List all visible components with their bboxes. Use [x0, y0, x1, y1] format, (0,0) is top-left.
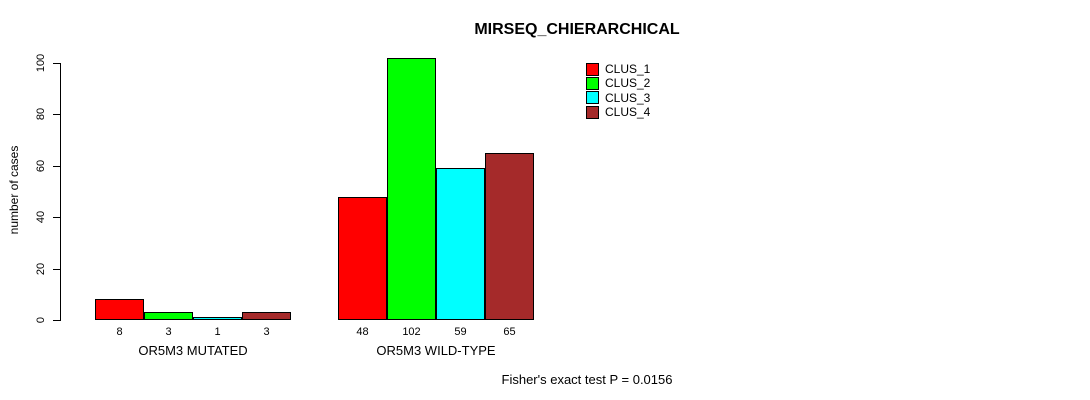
y-tick: [53, 269, 61, 270]
legend-swatch-clus_2: [586, 76, 599, 90]
bar-value-label: 59: [454, 326, 467, 338]
y-tick-label: 40: [35, 210, 47, 224]
legend-label: CLUS_2: [605, 76, 651, 91]
legend-label: CLUS_4: [605, 105, 651, 120]
y-tick-label: 80: [35, 107, 47, 121]
bar-clus_1-group2: [338, 197, 387, 320]
y-axis-line: [60, 63, 61, 320]
y-tick-label: 20: [35, 262, 47, 276]
bar-clus_2-group1: [144, 312, 193, 320]
legend-row: CLUS_4: [586, 105, 650, 119]
legend-row: CLUS_1: [586, 62, 650, 76]
bar-clus_1-group1: [95, 299, 144, 320]
y-tick-label: 0: [35, 316, 47, 324]
bar-value-label: 8: [116, 326, 123, 338]
legend-row: CLUS_3: [586, 91, 650, 105]
fisher-test-annotation: Fisher's exact test P = 0.0156: [501, 372, 673, 387]
legend-swatch-clus_1: [586, 62, 599, 76]
bar-value-label: 3: [165, 326, 172, 338]
legend-label: CLUS_1: [605, 62, 651, 76]
legend-label: CLUS_3: [605, 90, 651, 105]
bar-value-label: 65: [503, 326, 516, 338]
chart-title: MIRSEQ_CHIERARCHICAL: [474, 21, 680, 38]
y-tick-label: 60: [35, 159, 47, 173]
bar-value-label: 48: [356, 326, 369, 338]
legend-swatch-clus_3: [586, 91, 599, 105]
y-tick: [53, 217, 61, 218]
legend: CLUS_1 CLUS_2 CLUS_3 CLUS_4: [586, 62, 650, 120]
y-tick: [53, 166, 61, 167]
legend-row: CLUS_2: [586, 76, 650, 90]
group-label: OR5M3 WILD-TYPE: [376, 343, 496, 358]
legend-swatch-clus_4: [586, 105, 599, 119]
bar-clus_4-group2: [485, 153, 534, 320]
bar-value-label: 102: [402, 326, 421, 338]
bar-clus_2-group2: [387, 58, 436, 320]
bar-clus_4-group1: [242, 312, 291, 320]
bar-value-label: 1: [214, 326, 221, 338]
bar-clus_3-group1: [193, 317, 242, 320]
group-label: OR5M3 MUTATED: [138, 343, 248, 358]
y-axis-title: number of cases: [7, 145, 21, 235]
bar-value-label: 3: [263, 326, 270, 338]
bar-clus_3-group2: [436, 168, 485, 320]
y-tick: [53, 63, 61, 64]
y-tick-label: 100: [35, 53, 47, 73]
y-tick: [53, 320, 61, 321]
y-tick: [53, 114, 61, 115]
